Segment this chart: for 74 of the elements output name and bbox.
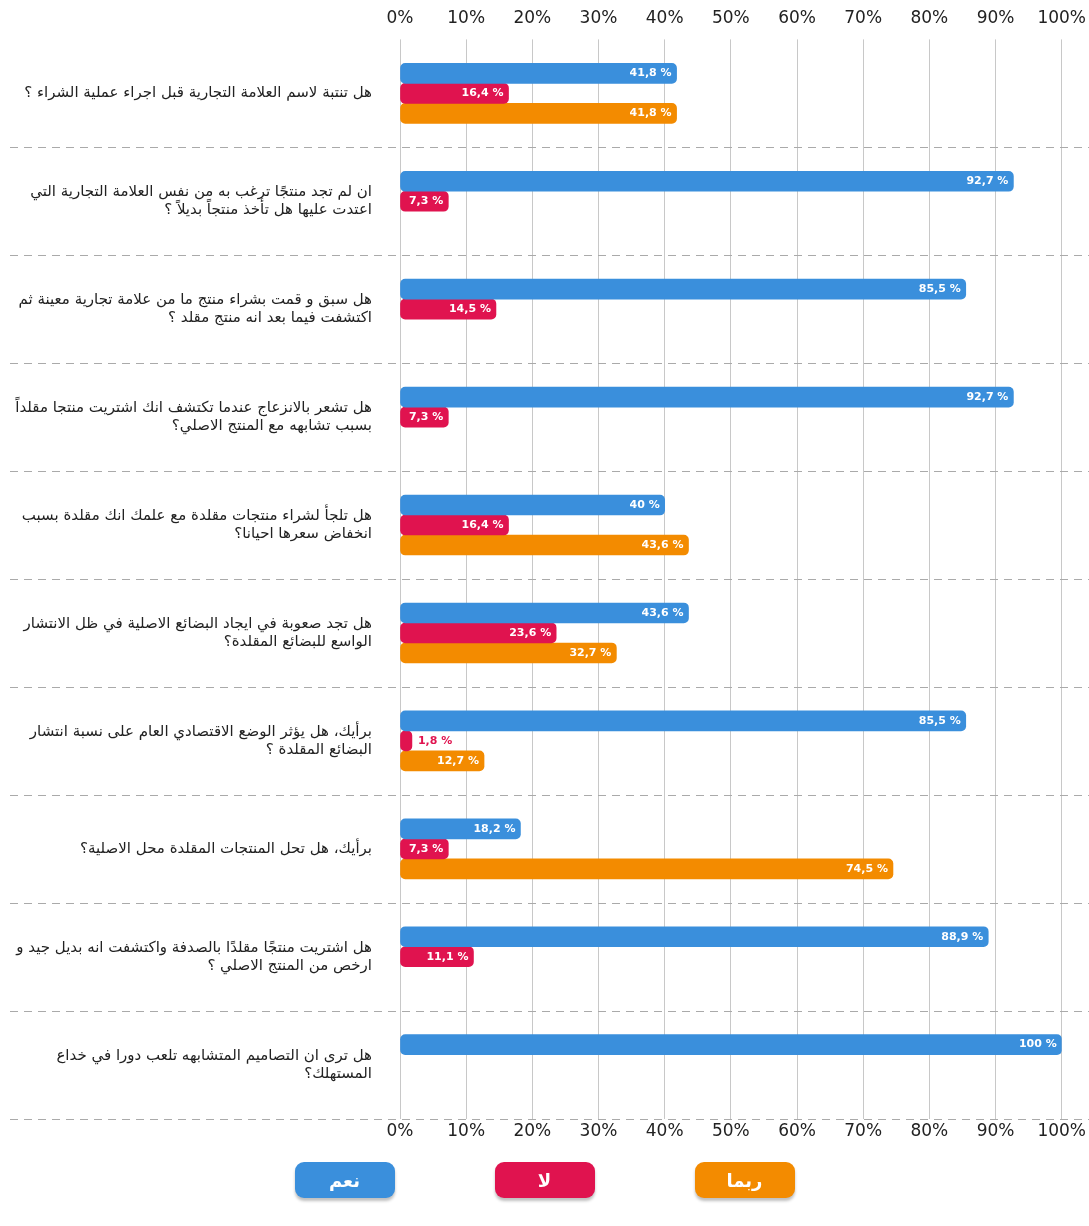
bar — [400, 63, 677, 84]
x-tick-label: 10% — [447, 1120, 486, 1141]
text: نعم — [294, 1162, 395, 1198]
x-tick-label: 40% — [645, 1120, 684, 1141]
x2-tick-label: 30% — [579, 6, 618, 27]
data-label: 92,7 % — [966, 174, 1009, 188]
x-tick-label: 70% — [844, 1120, 883, 1141]
data-label: 7,3 % — [408, 841, 444, 855]
bar — [400, 278, 967, 300]
bar — [400, 858, 894, 880]
x2-tick-label: 40% — [645, 6, 684, 27]
data-label: 11,1 % — [426, 949, 469, 963]
data-label: 23,6 % — [509, 625, 552, 639]
bar — [400, 818, 521, 840]
data-label: 88,9 % — [941, 929, 984, 943]
x2-tick-label: 90% — [976, 6, 1015, 27]
y-tick-label: برأيك، هل يؤثر الوضع الاقتصادي العام على نسبة انتشار البضائع المقلدة ؟ — [28, 720, 372, 758]
bar — [400, 622, 557, 644]
data-label: 40 % — [629, 497, 660, 511]
x2-tick-label: 80% — [910, 6, 949, 27]
bar — [400, 642, 617, 664]
data-label: 16,4 % — [461, 86, 504, 100]
y-tick-label: برأيك، هل تحل المنتجات المقلدة محل الاصلية؟ — [80, 837, 372, 857]
x-tick-label: 0% — [386, 1120, 414, 1141]
bar — [400, 926, 989, 948]
x2-tick-label: 70% — [844, 6, 883, 27]
data-label: 32,7 % — [569, 645, 612, 659]
data-label: 7,3 % — [408, 194, 444, 208]
data-label: 12,7 % — [437, 753, 480, 767]
x-tick-label: 50% — [711, 1120, 750, 1141]
data-label: 18,2 % — [473, 821, 516, 835]
x2-tick-label: 60% — [778, 6, 816, 27]
y-tick-label: ان لم تجد منتجًا ترغب به من نفس العلامة التجارية التي اعتدت عليها هل تأخذ منتجاً بديلاً ؟ — [30, 182, 372, 219]
y-tick-label: هل تشعر بالانزعاج عندما تكتشف انك اشتريت منتجا مقلداً بسبب تشابهه مع المنتج الاصلي؟ — [14, 395, 373, 436]
x2-tick-label: 0% — [386, 6, 414, 27]
bar — [400, 1034, 1062, 1055]
x-tick-label: 80% — [910, 1120, 949, 1141]
data-label: 74,5 % — [845, 861, 888, 875]
data-label: 7,3 % — [408, 409, 444, 423]
data-label: 16,4 % — [461, 517, 504, 531]
data-label: 43,6 % — [641, 605, 684, 619]
x-tick-label: 20% — [513, 1120, 552, 1141]
data-label: 85,5 % — [918, 282, 961, 296]
bar — [400, 386, 1014, 408]
data-label: 43,6 % — [641, 537, 684, 551]
data-label: 14,5 % — [448, 302, 491, 316]
y-tick-label: هل تجد صعوبة في ايجاد البضائع الاصلية في ظل الانتشار الواسع للبضائع المقلدة؟ — [22, 613, 373, 650]
x-tick-label: 90% — [976, 1120, 1015, 1141]
y-tick-label: هل سبق و قمت بشراء منتج ما من علامة تجارية معينة ثم اكتشفت فيما بعد انه منتج مقلد ؟ — [18, 290, 373, 327]
data-label: 41,8 % — [629, 106, 672, 120]
data-label: 92,7 % — [966, 389, 1009, 403]
data-label: 41,8 % — [629, 66, 672, 80]
y-tick-label: هل تلجأ لشراء منتجات مقلدة مع علمك انك مقلدة بسبب انخفاض سعرها احيانا؟ — [21, 503, 373, 542]
data-label: 100 % — [1018, 1037, 1057, 1051]
bar — [400, 494, 666, 516]
bar — [400, 534, 689, 556]
x2-tick-label: 50% — [711, 6, 750, 27]
y-tick-label: هل ترى ان التصاميم المتشابهه تلعب دورا في خداع المستهلك؟ — [56, 1045, 373, 1082]
y-tick-label: هل تنتبة لاسم العلامة التجارية قبل اجراء عملية الشراء ؟ — [24, 83, 373, 102]
x-tick-label: 100% — [1037, 1120, 1086, 1141]
x-tick-label: 60% — [778, 1120, 816, 1141]
x2-tick-label: 10% — [447, 6, 486, 27]
x2-tick-label: 20% — [513, 6, 552, 27]
x2-tick-label: 100% — [1037, 6, 1086, 27]
y-tick-label: هل اشتريت منتجًا مقلدًا بالصدفة واكتشفت انه بديل جيد و ارخص من المنتج الاصلي ؟ — [15, 937, 373, 975]
text: لا — [494, 1162, 595, 1198]
x-tick-label: 30% — [579, 1120, 618, 1141]
bar — [400, 103, 677, 124]
bar — [400, 170, 1014, 192]
bar — [400, 710, 967, 732]
data-label: 85,5 % — [918, 713, 961, 727]
text: ربما — [694, 1162, 795, 1198]
bar — [400, 602, 689, 624]
data-label: 1,8 % — [417, 733, 453, 747]
